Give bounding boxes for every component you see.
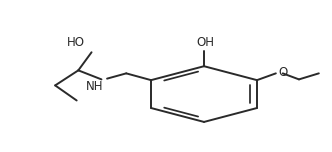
Text: O: O	[279, 66, 288, 79]
Text: NH: NH	[86, 80, 103, 93]
Text: OH: OH	[197, 36, 215, 49]
Text: HO: HO	[67, 36, 85, 48]
